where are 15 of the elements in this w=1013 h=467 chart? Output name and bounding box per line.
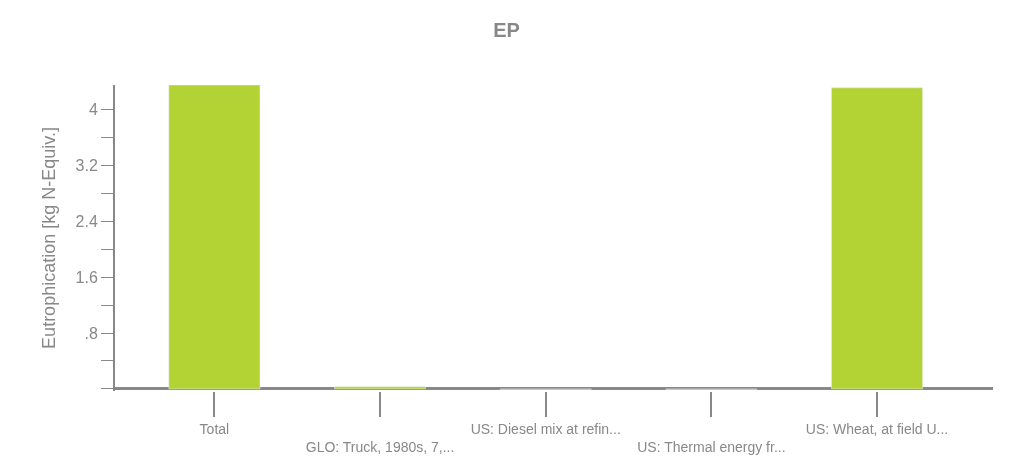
y-tick-label: 1.6 bbox=[75, 268, 98, 286]
x-tick-label: US: Diesel mix at refin... bbox=[470, 420, 621, 437]
bar bbox=[168, 85, 261, 390]
chart-title: EP bbox=[493, 19, 520, 42]
y-tick-label: 4 bbox=[88, 101, 98, 119]
bar bbox=[831, 87, 923, 390]
y-tick-label: .8 bbox=[84, 324, 98, 342]
x-tick-label: GLO: Truck, 1980s, 7,... bbox=[305, 439, 455, 455]
bar bbox=[334, 386, 426, 390]
x-tick-label: US: Thermal energy fr... bbox=[637, 439, 786, 455]
x-tick-label: US: Wheat, at field U... bbox=[805, 420, 949, 437]
y-axis-title: Eutrophication [kg N-Equiv.] bbox=[39, 127, 60, 349]
y-tick-label: 3.2 bbox=[75, 156, 98, 174]
x-tick-label: Total bbox=[199, 420, 230, 437]
y-tick-label: 2.4 bbox=[75, 212, 98, 230]
